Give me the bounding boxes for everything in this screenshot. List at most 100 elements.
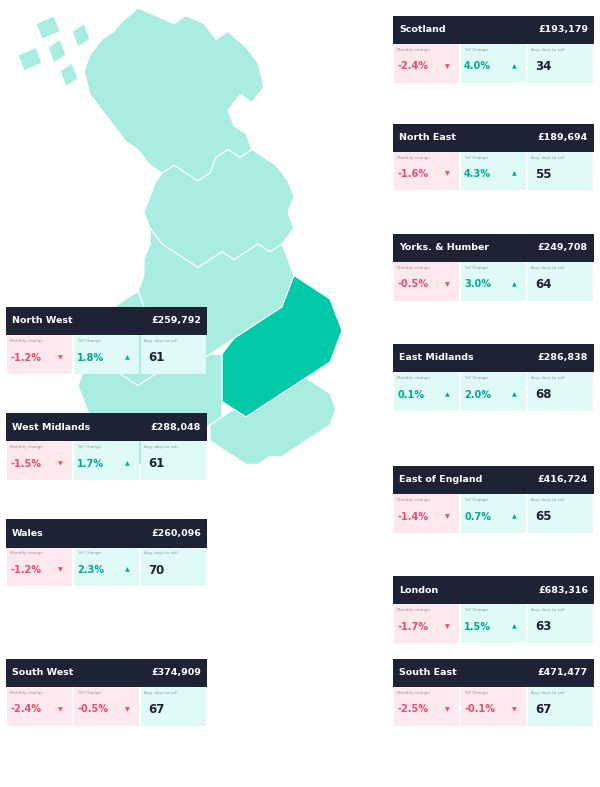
Text: Monthly change: Monthly change xyxy=(397,376,430,380)
FancyBboxPatch shape xyxy=(140,548,206,586)
Text: Monthly change: Monthly change xyxy=(397,498,430,502)
Text: -1.5%: -1.5% xyxy=(10,459,41,469)
FancyBboxPatch shape xyxy=(6,659,207,687)
Text: North West: North West xyxy=(12,316,73,326)
FancyBboxPatch shape xyxy=(394,494,460,533)
Text: ▼: ▼ xyxy=(58,461,63,466)
Text: Avg. days to sell: Avg. days to sell xyxy=(144,552,178,556)
Text: 34: 34 xyxy=(535,60,551,73)
Text: London: London xyxy=(399,586,438,595)
FancyBboxPatch shape xyxy=(527,372,593,411)
FancyBboxPatch shape xyxy=(6,519,207,548)
Text: 0.1%: 0.1% xyxy=(397,390,424,400)
FancyBboxPatch shape xyxy=(74,335,139,374)
FancyBboxPatch shape xyxy=(393,16,594,44)
Text: Monthly change: Monthly change xyxy=(397,608,430,612)
Text: -2.5%: -2.5% xyxy=(397,704,428,715)
Text: 0.7%: 0.7% xyxy=(464,512,491,522)
FancyBboxPatch shape xyxy=(461,262,526,301)
FancyBboxPatch shape xyxy=(393,234,594,262)
FancyBboxPatch shape xyxy=(393,576,594,604)
Text: 61: 61 xyxy=(148,351,164,364)
Polygon shape xyxy=(144,150,294,268)
Text: £416,724: £416,724 xyxy=(538,475,588,485)
Text: ▲: ▲ xyxy=(512,64,517,68)
Text: 1.5%: 1.5% xyxy=(464,622,491,632)
Text: 1.7%: 1.7% xyxy=(77,459,104,469)
Text: 64: 64 xyxy=(535,278,551,291)
Text: YoY Change: YoY Change xyxy=(464,266,488,270)
Text: North East: North East xyxy=(399,133,456,142)
Text: East of England: East of England xyxy=(399,475,482,485)
FancyBboxPatch shape xyxy=(140,442,206,480)
FancyBboxPatch shape xyxy=(393,466,594,494)
Text: £288,048: £288,048 xyxy=(151,423,201,432)
Text: -1.2%: -1.2% xyxy=(10,353,41,363)
Text: Monthly change: Monthly change xyxy=(10,552,43,556)
Text: £260,096: £260,096 xyxy=(151,529,201,538)
Text: YoY Change: YoY Change xyxy=(464,156,488,160)
Text: South West: South West xyxy=(12,668,73,678)
Polygon shape xyxy=(84,8,264,181)
FancyBboxPatch shape xyxy=(461,494,526,533)
FancyBboxPatch shape xyxy=(7,442,73,480)
Text: -0.1%: -0.1% xyxy=(464,704,495,715)
Text: £471,477: £471,477 xyxy=(538,668,588,678)
FancyBboxPatch shape xyxy=(140,687,206,726)
Text: -1.2%: -1.2% xyxy=(10,565,41,575)
FancyBboxPatch shape xyxy=(527,687,593,726)
Polygon shape xyxy=(138,228,294,362)
Text: 67: 67 xyxy=(535,703,551,716)
Text: Avg. days to sell: Avg. days to sell xyxy=(531,498,565,502)
Text: YoY Change: YoY Change xyxy=(77,445,101,449)
FancyBboxPatch shape xyxy=(394,262,460,301)
Text: £683,316: £683,316 xyxy=(538,586,588,595)
Text: Monthly change: Monthly change xyxy=(397,48,430,52)
Polygon shape xyxy=(18,47,42,71)
FancyBboxPatch shape xyxy=(394,44,460,83)
Text: £189,694: £189,694 xyxy=(538,133,588,142)
Text: Yorks. & Humber: Yorks. & Humber xyxy=(399,243,489,253)
Text: -2.4%: -2.4% xyxy=(10,704,41,715)
FancyBboxPatch shape xyxy=(527,44,593,83)
Text: 2.3%: 2.3% xyxy=(77,565,104,575)
Text: Scotland: Scotland xyxy=(399,25,446,35)
Text: Monthly change: Monthly change xyxy=(10,339,43,343)
FancyBboxPatch shape xyxy=(394,604,460,643)
Text: 63: 63 xyxy=(535,620,551,634)
Text: 70: 70 xyxy=(148,563,164,577)
FancyBboxPatch shape xyxy=(7,335,73,374)
Text: -2.4%: -2.4% xyxy=(397,61,428,72)
Text: -0.5%: -0.5% xyxy=(77,704,108,715)
FancyBboxPatch shape xyxy=(394,372,460,411)
Text: ▲: ▲ xyxy=(512,282,517,286)
FancyBboxPatch shape xyxy=(527,262,593,301)
Text: Avg. days to sell: Avg. days to sell xyxy=(144,691,178,695)
Text: ▼: ▼ xyxy=(58,707,63,711)
Text: ▲: ▲ xyxy=(445,392,450,397)
Text: ▼: ▼ xyxy=(445,624,450,629)
Text: 4.3%: 4.3% xyxy=(464,169,491,179)
Text: £374,909: £374,909 xyxy=(151,668,201,678)
Text: Avg. days to sell: Avg. days to sell xyxy=(531,608,565,612)
Polygon shape xyxy=(60,63,78,87)
Text: Avg. days to sell: Avg. days to sell xyxy=(144,339,178,343)
Text: South East: South East xyxy=(399,668,457,678)
FancyBboxPatch shape xyxy=(527,604,593,643)
Text: £249,708: £249,708 xyxy=(538,243,588,253)
Text: 67: 67 xyxy=(148,703,164,716)
FancyBboxPatch shape xyxy=(393,344,594,372)
Text: ▲: ▲ xyxy=(125,567,130,572)
Text: Monthly change: Monthly change xyxy=(397,691,430,695)
Text: Avg. days to sell: Avg. days to sell xyxy=(531,376,565,380)
FancyBboxPatch shape xyxy=(74,548,139,586)
Text: YoY Change: YoY Change xyxy=(77,552,101,556)
Text: -1.4%: -1.4% xyxy=(397,512,428,522)
Polygon shape xyxy=(222,275,342,417)
Text: Avg. days to sell: Avg. days to sell xyxy=(144,445,178,449)
Text: ▼: ▼ xyxy=(445,64,450,68)
Text: ▲: ▲ xyxy=(125,461,130,466)
Text: ▼: ▼ xyxy=(445,172,450,176)
FancyBboxPatch shape xyxy=(74,442,139,480)
Text: Avg. days to sell: Avg. days to sell xyxy=(531,266,565,270)
